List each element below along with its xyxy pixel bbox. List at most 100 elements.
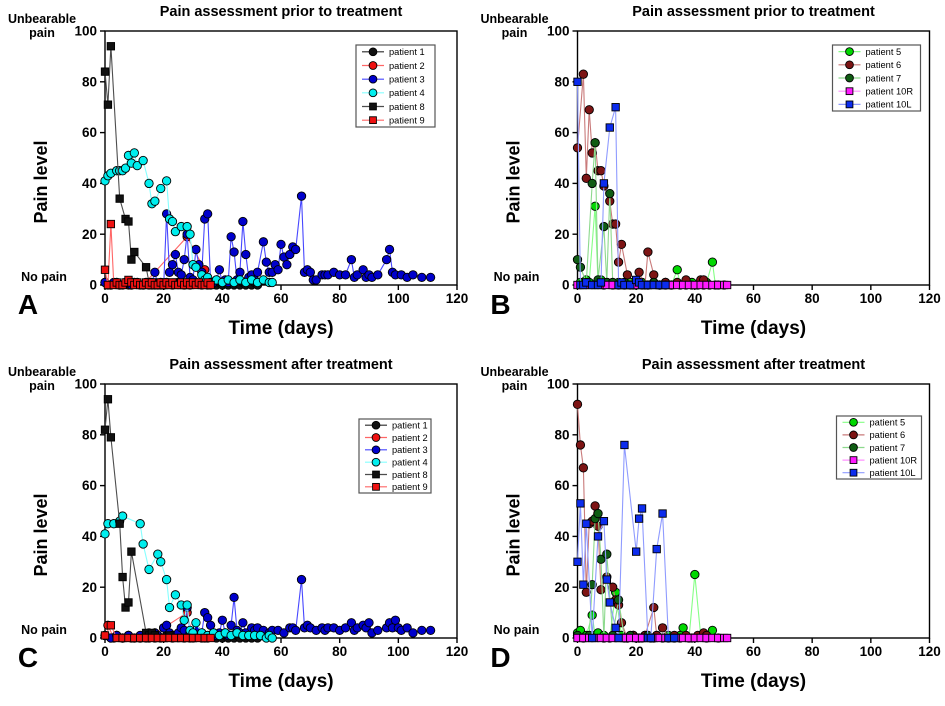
x-tick-label: 60 (746, 644, 761, 659)
data-point (311, 275, 321, 285)
legend-item: patient 7 (842, 443, 905, 453)
legend-item: patient 5 (838, 47, 901, 57)
data-point (214, 265, 225, 275)
x-tick-label: 0 (574, 644, 582, 659)
data-point (587, 178, 597, 189)
data-point (573, 77, 582, 86)
data-point (649, 270, 659, 280)
data-point (291, 625, 301, 636)
legend-marker (845, 73, 854, 83)
legend: patient 1 patient 2 patient 3 patient 4 pati… (358, 418, 432, 494)
legend-item: patient 1 (365, 420, 428, 430)
x-tick-label: 60 (273, 644, 288, 659)
x-tick-label: 120 (918, 644, 941, 659)
legend-item: patient 6 (838, 60, 902, 70)
data-point (124, 598, 133, 607)
y-tick-label: 80 (554, 427, 569, 442)
data-point (578, 69, 589, 79)
data-point (205, 620, 216, 630)
data-point (167, 260, 178, 270)
data-point (141, 263, 151, 272)
data-point (622, 270, 633, 280)
data-point (144, 564, 154, 575)
legend-label: patient 6 (866, 60, 902, 70)
series-patient-4 (100, 511, 277, 643)
y-tick-label: 60 (82, 125, 97, 140)
data-point (611, 103, 620, 112)
data-point (191, 618, 201, 628)
data-point (602, 575, 611, 584)
data-point (590, 201, 600, 211)
data-point (100, 631, 110, 640)
panel-b-chart: 0 20 40 60 80 100 120 0 20 40 60 80 100 Pain assessme… (480, 4, 941, 339)
y-tick-label: 0 (89, 631, 97, 646)
y-top-annotation: pain (29, 379, 55, 393)
data-point (103, 100, 113, 109)
legend-item: patient 1 (362, 47, 425, 57)
data-point (156, 557, 166, 567)
legend-marker (845, 100, 854, 109)
data-point (179, 254, 189, 265)
y-tick-label: 0 (562, 278, 570, 293)
panel-c-chart: 0 20 40 60 80 100 120 0 20 40 60 80 100 Pain assessme… (8, 357, 468, 692)
legend: patient 1 patient 2 patient 3 patient 4 pati… (355, 44, 436, 128)
y-tick-label: 20 (554, 227, 569, 242)
legend-label: patient 1 (392, 420, 428, 430)
legend-item: patient 5 (842, 418, 905, 428)
data-point (596, 585, 606, 595)
data-point (185, 229, 195, 239)
legend-item: patient 10R (838, 87, 913, 97)
data-point (402, 623, 412, 633)
data-point (115, 194, 124, 203)
data-point (425, 272, 436, 283)
legend-label: patient 9 (389, 115, 425, 125)
data-point (599, 517, 609, 526)
data-point (127, 255, 136, 264)
legend-item: patient 10R (842, 455, 917, 465)
data-point (282, 260, 292, 270)
x-tick-label: 0 (101, 644, 109, 659)
data-point (408, 628, 418, 638)
y-tick-label: 80 (82, 74, 97, 89)
legend-item: patient 6 (842, 430, 906, 440)
y-tick-label: 0 (89, 278, 97, 293)
data-point (305, 267, 315, 277)
data-point (138, 155, 148, 166)
y-tick-label: 40 (554, 176, 569, 191)
y-top-annotation: Unbearable (8, 365, 76, 379)
series-patient-10L (573, 440, 679, 643)
legend: patient 5 patient 6 patient 7 patient 10R pa… (835, 415, 923, 480)
y-bottom-annotation: No pain (494, 623, 540, 637)
y-top-annotation: pain (502, 26, 528, 40)
data-point (273, 265, 283, 275)
data-point (135, 519, 145, 529)
data-point (346, 254, 357, 265)
x-tick-label: 120 (918, 291, 941, 306)
data-point (690, 569, 700, 580)
legend-marker (371, 420, 381, 430)
data-point (616, 239, 627, 250)
panel-letter: C (18, 642, 38, 673)
data-point (417, 625, 427, 636)
legend-label: patient 4 (392, 457, 428, 467)
data-point (206, 280, 215, 290)
data-point (373, 270, 383, 280)
data-point (657, 623, 668, 633)
data-point (340, 623, 351, 633)
data-point (130, 247, 139, 257)
data-point (106, 621, 116, 630)
legend-item: patient 10L (838, 100, 912, 110)
data-point (722, 633, 732, 643)
data-point (381, 254, 392, 265)
x-tick-label: 0 (574, 291, 582, 306)
legend-item: patient 3 (365, 445, 428, 455)
data-point (661, 280, 670, 290)
data-point (590, 501, 600, 511)
data-point (120, 163, 131, 173)
data-point (235, 267, 245, 277)
y-top-annotation: pain (29, 26, 55, 40)
data-point (153, 549, 163, 559)
legend-label: patient 8 (392, 470, 428, 480)
legend-label: patient 6 (870, 430, 906, 440)
